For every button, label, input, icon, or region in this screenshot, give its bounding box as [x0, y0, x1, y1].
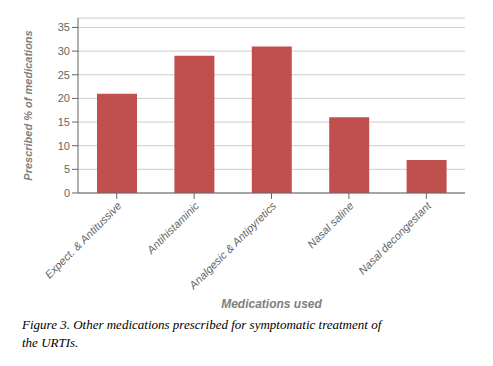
- svg-text:Analgesic & Antipyretics: Analgesic & Antipyretics: [186, 199, 279, 292]
- html-text:the URTIs.: the URTIs.: [22, 335, 79, 350]
- svg-text:5: 5: [64, 163, 70, 175]
- html-text:Figure 3. Other medications pr: Figure 3. Other medications prescribed f…: [22, 317, 382, 332]
- svg-text:0: 0: [64, 187, 70, 199]
- svg-text:Antihistaminic: Antihistaminic: [144, 199, 202, 257]
- svg-text:Medications used: Medications used: [221, 297, 322, 308]
- svg-text:10: 10: [58, 140, 70, 152]
- svg-text:35: 35: [58, 21, 70, 33]
- svg-text:15: 15: [58, 116, 70, 128]
- svg-text:Expect. & Antitussive: Expect. & Antitussive: [42, 199, 123, 280]
- svg-text:Nasal saline: Nasal saline: [305, 199, 356, 250]
- svg-text:Prescribed % of medications: Prescribed % of medications: [22, 30, 34, 180]
- svg-text:20: 20: [58, 92, 70, 104]
- svg-text:25: 25: [58, 69, 70, 81]
- svg-text:Nasal decongestant: Nasal decongestant: [356, 199, 434, 277]
- svg-text:30: 30: [58, 45, 70, 57]
